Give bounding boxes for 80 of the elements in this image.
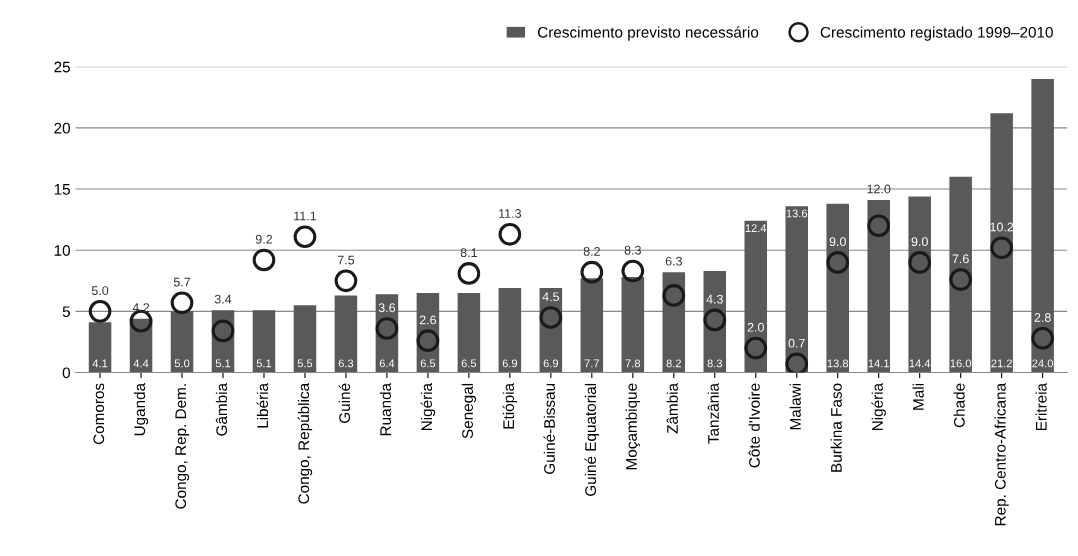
- data-label: 13.6: [786, 209, 808, 218]
- data-label: 12.4: [745, 224, 767, 232]
- data-label: 2.0: [747, 322, 764, 332]
- data-label: 4.4: [133, 359, 149, 368]
- x-tick-label: Nigéria: [420, 382, 436, 431]
- data-label: 6.9: [502, 359, 518, 368]
- data-label: 3.6: [378, 303, 396, 313]
- data-label: 6.3: [338, 359, 354, 368]
- data-label: 5.7: [173, 277, 191, 287]
- data-label: 8.1: [460, 248, 477, 258]
- x-tick-label: Libéria: [256, 382, 269, 428]
- x-tick-label: Uganda: [133, 382, 149, 436]
- data-label: 6.4: [379, 359, 395, 368]
- data-label: 4.2: [132, 303, 150, 312]
- data-label: 2.6: [419, 315, 437, 325]
- data-label: 7.5: [337, 255, 355, 265]
- data-label: 8.2: [583, 247, 600, 256]
- data-label: 7.8: [625, 359, 641, 368]
- data-label: 16.0: [950, 359, 972, 368]
- data-label: 4.5: [542, 292, 560, 302]
- data-label: 12.0: [867, 184, 891, 194]
- x-tick-label: Congo, Rep. Dem.: [175, 384, 190, 509]
- data-label: 9.0: [829, 237, 846, 247]
- data-label: 10.2: [990, 222, 1014, 232]
- x-tick-label: Nigéria: [871, 382, 886, 431]
- x-tick-label: Moçambique: [625, 383, 640, 470]
- data-label: 8.3: [707, 359, 723, 368]
- data-label: 4.3: [706, 294, 723, 304]
- y-tick-label: 15: [54, 184, 70, 195]
- y-tick-label: 20: [54, 122, 70, 134]
- data-label: 5.1: [256, 359, 272, 368]
- data-label: 6.3: [665, 256, 682, 266]
- data-label: 9.0: [911, 237, 928, 247]
- legend-label: Crescimento registado 1999–2010: [820, 26, 1053, 41]
- x-tick-label: Senegal: [461, 383, 477, 439]
- y-tick-label: 5: [62, 306, 70, 318]
- x-tick-label: Guiné Equatorial: [584, 383, 600, 496]
- x-tick-label: Ruanda: [379, 382, 392, 436]
- x-tick-label: Zâmbia: [666, 382, 678, 434]
- data-label: 4.1: [92, 359, 108, 368]
- y-tick-label: 25: [54, 61, 70, 73]
- data-label: 8.2: [666, 359, 681, 368]
- y-tick-label: 0: [62, 367, 70, 379]
- data-label: 5.5: [297, 359, 313, 368]
- data-label: 6.5: [420, 359, 436, 368]
- data-label: 8.3: [624, 245, 641, 255]
- data-label: 9.2: [255, 234, 273, 244]
- data-label: 7.7: [584, 359, 599, 368]
- x-tick-label: Burkina Faso: [830, 383, 842, 472]
- data-label: 3.4: [214, 294, 232, 304]
- x-tick-label: Guiné-Bissau: [543, 383, 555, 474]
- data-label: 21.2: [991, 359, 1012, 368]
- data-label: 6.5: [461, 359, 477, 368]
- data-label: 5.1: [215, 359, 231, 368]
- x-tick-label: Rep. Centro-Africana: [994, 382, 1009, 526]
- data-label: 5.0: [91, 286, 109, 295]
- data-label: 6.9: [543, 359, 559, 368]
- x-tick-label: Congo, República: [297, 382, 313, 504]
- x-tick-label: Malawi: [789, 383, 801, 430]
- x-tick-label: Mali: [912, 383, 924, 410]
- data-label: 5.0: [174, 359, 190, 368]
- x-tick-label: Guiné: [338, 383, 351, 423]
- y-tick-label: 10: [54, 245, 70, 256]
- x-tick-label: Côte d'Ivoire: [748, 383, 760, 468]
- data-label: 24.0: [1032, 359, 1054, 368]
- data-label: 2.8: [1034, 313, 1051, 322]
- data-label: 13.8: [827, 359, 849, 368]
- data-label: 11.1: [294, 211, 317, 221]
- legend-label: Crescimento previsto necessário: [537, 26, 759, 41]
- x-tick-label: Tanzânia: [707, 382, 719, 444]
- x-tick-label: Chade: [953, 383, 965, 428]
- data-label: 7.6: [952, 254, 969, 264]
- data-label: 14.1: [868, 359, 889, 368]
- data-label: 0.7: [788, 338, 805, 348]
- x-tick-label: Eritreia: [1035, 382, 1047, 431]
- x-tick-label: Gâmbia: [215, 382, 228, 436]
- data-label: 11.3: [499, 209, 522, 218]
- x-tick-label: Etiópia: [502, 382, 518, 429]
- data-label: 14.4: [909, 359, 931, 368]
- x-tick-label: Comoros: [93, 383, 105, 445]
